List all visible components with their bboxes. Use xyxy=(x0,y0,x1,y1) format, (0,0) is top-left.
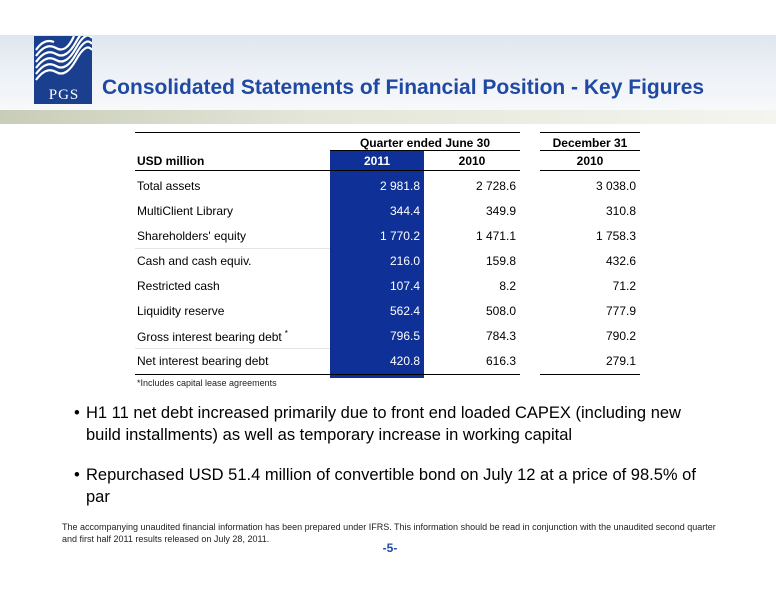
bullet-dot: • xyxy=(74,466,80,484)
bullet-dot: • xyxy=(74,404,80,422)
cell-2010-quarter: 508.0 xyxy=(485,304,516,318)
page-number: -5- xyxy=(382,541,398,555)
cell-2010-quarter: 784.3 xyxy=(485,329,516,343)
cell-2010-year: 790.2 xyxy=(605,329,636,343)
row-label: Net interest bearing debt xyxy=(137,354,269,368)
table-top-rule-right xyxy=(540,132,640,133)
row-label-text: Gross interest bearing debt xyxy=(137,330,282,344)
table-footnote: *Includes capital lease agreements xyxy=(137,378,277,388)
cell-2011: 2 981.8 xyxy=(379,179,420,193)
cell-2010-year: 777.9 xyxy=(605,304,636,318)
cell-2010-quarter: 616.3 xyxy=(485,354,516,368)
table-top-rule xyxy=(135,132,520,133)
column-header-2010-year: 2010 xyxy=(576,154,604,168)
row-label: Total assets xyxy=(137,179,201,193)
group-rule-quarter xyxy=(330,150,520,151)
cell-2010-quarter: 2 728.6 xyxy=(475,179,516,193)
row-label-marker: * xyxy=(284,329,288,338)
row-label: Restricted cash xyxy=(137,279,220,293)
disclaimer-text: The accompanying unaudited financial inf… xyxy=(62,522,716,544)
cell-2011: 562.4 xyxy=(389,304,420,318)
highlight-column-2011 xyxy=(330,150,424,378)
cell-2010-year: 3 038.0 xyxy=(595,179,636,193)
cell-2011: 107.4 xyxy=(389,279,420,293)
column-header-2010-quarter: 2010 xyxy=(458,154,486,168)
column-header-2011: 2011 xyxy=(363,154,391,168)
table-bottom-rule-right xyxy=(540,374,640,375)
cell-2011: 796.5 xyxy=(389,329,420,343)
row-label: Shareholders' equity xyxy=(137,229,247,243)
cell-2010-year: 1 758.3 xyxy=(595,229,636,243)
page-title: Consolidated Statements of Financial Pos… xyxy=(102,76,705,99)
unit-label: USD million xyxy=(137,154,205,168)
row-separator xyxy=(135,248,330,249)
group-header-quarter: Quarter ended June 30 xyxy=(359,136,491,150)
cell-2010-quarter: 349.9 xyxy=(485,204,516,218)
header-band xyxy=(0,35,776,110)
row-label: MultiClient Library xyxy=(137,204,234,218)
key-figures-table: Quarter ended June 30 December 31 USD mi… xyxy=(135,128,640,378)
bullet-text: H1 11 net debt increased primarily due t… xyxy=(86,404,681,444)
group-rule-year xyxy=(540,150,640,151)
table-bottom-rule xyxy=(135,374,520,375)
cell-2010-year: 279.1 xyxy=(605,354,636,368)
cell-2010-quarter: 159.8 xyxy=(485,254,516,268)
cell-2010-quarter: 8.2 xyxy=(499,279,516,293)
group-header-year: December 31 xyxy=(552,136,628,150)
header-divider-band xyxy=(0,110,776,124)
cell-2010-year: 310.8 xyxy=(605,204,636,218)
row-label: Cash and cash equiv. xyxy=(137,254,252,268)
row-label: Liquidity reserve xyxy=(137,304,225,318)
header-bottom-rule xyxy=(135,170,520,171)
cell-2011: 344.4 xyxy=(389,204,420,218)
cell-2010-year: 432.6 xyxy=(605,254,636,268)
bullet-text: Repurchased USD 51.4 million of converti… xyxy=(86,466,696,506)
cell-2011: 216.0 xyxy=(389,254,420,268)
row-label: Gross interest bearing debt * xyxy=(137,329,288,344)
row-separator xyxy=(135,348,330,349)
cell-2011: 1 770.2 xyxy=(379,229,420,243)
logo-text: PGS xyxy=(48,87,80,103)
cell-2010-year: 71.2 xyxy=(612,279,636,293)
header-bottom-rule-right xyxy=(540,170,640,171)
cell-2011: 420.8 xyxy=(389,354,420,368)
cell-2010-quarter: 1 471.1 xyxy=(475,229,516,243)
pgs-logo-icon xyxy=(34,36,92,104)
